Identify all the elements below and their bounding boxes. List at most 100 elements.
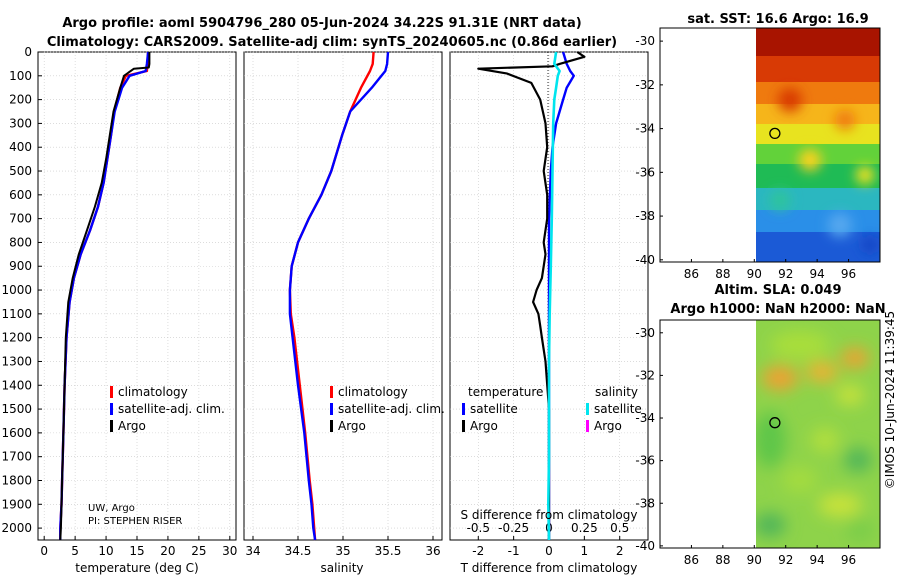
lat-tick-label: -36	[635, 454, 655, 468]
legend-climatology-swatch	[110, 386, 113, 398]
imos-timestamp: ©IMOS 10-Jun-2024 11:39:45	[883, 311, 897, 489]
legend-argo-swatch-s	[330, 420, 333, 432]
lat-tick-label: -34	[635, 411, 655, 425]
legend-satellite-adj-s: satellite-adj. clim.	[338, 402, 445, 416]
legend-t-satellite: satellite	[470, 402, 518, 416]
s-diff-tick-label: 0.25	[571, 521, 598, 535]
legend-s-argo-swatch	[586, 420, 589, 432]
x-tick-label: 0	[40, 544, 48, 558]
depth-tick-label: 1500	[1, 402, 32, 416]
credit-institution: UW, Argo	[88, 503, 135, 514]
legend-argo: Argo	[118, 419, 146, 433]
lon-tick-label: 86	[684, 267, 699, 281]
x-tick-label: 10	[98, 544, 113, 558]
lon-tick-label: 94	[810, 553, 825, 567]
x-tick-label: 25	[191, 544, 206, 558]
legend-climatology-s: climatology	[338, 385, 408, 399]
x-tick-label: 20	[160, 544, 175, 558]
legend-t-argo-swatch	[462, 420, 465, 432]
lon-tick-label: 90	[747, 553, 762, 567]
lon-tick-label: 90	[747, 267, 762, 281]
lon-tick-label: 92	[778, 553, 793, 567]
legend-argo-s: Argo	[338, 419, 366, 433]
x-tick-label: 36	[425, 544, 440, 558]
depth-tick-label: 200	[9, 93, 32, 107]
depth-tick-label: 500	[9, 164, 32, 178]
x-tick-label: 5	[71, 544, 79, 558]
depth-tick-label: 400	[9, 140, 32, 154]
legend-t-satellite-swatch	[462, 403, 465, 415]
lon-tick-label: 92	[778, 267, 793, 281]
depth-tick-label: 600	[9, 188, 32, 202]
legend-argo-swatch	[110, 420, 113, 432]
x-tick-label: 15	[129, 544, 144, 558]
sla-map: Altim. SLA: 0.049 Argo h1000: NaN h2000:…	[635, 283, 885, 567]
x-tick-label: 35.5	[375, 544, 402, 558]
lat-tick-label: -38	[635, 209, 655, 223]
sst-argo-float-marker	[769, 127, 781, 140]
legend-climatology-swatch-s	[330, 386, 333, 398]
legend-satellite-swatch-s	[330, 403, 333, 415]
lat-tick-label: -32	[635, 368, 655, 382]
depth-tick-label: 1200	[1, 331, 32, 345]
lat-tick-label: -38	[635, 496, 655, 510]
lat-tick-label: -32	[635, 78, 655, 92]
difference-panel: -2 -1 0 1 2-0.5 -0.25 0 0.25 0.5 S difference fr…	[449, 51, 649, 575]
salinity-panel: 34 34.5 35 35.5 36 salinity climatology sate…	[243, 51, 445, 575]
lon-tick-label: 94	[810, 267, 825, 281]
depth-tick-label: 1700	[1, 450, 32, 464]
s-diff-tick-label: -0.25	[498, 521, 529, 535]
depth-tick-label: 2000	[1, 521, 32, 535]
series-line	[288, 51, 390, 541]
legend-t-argo: Argo	[470, 419, 498, 433]
depth-tick-label: 100	[9, 69, 32, 83]
legend-s-argo: Argo	[594, 419, 622, 433]
lon-tick-label: 96	[841, 553, 856, 567]
figure-title-line1: Argo profile: aoml 5904796_280 05-Jun-20…	[62, 16, 581, 31]
lat-tick-label: -30	[635, 34, 655, 48]
depth-tick-label: 0	[24, 45, 32, 59]
depth-tick-label: 1000	[1, 283, 32, 297]
legend-temperature-title: temperature	[468, 385, 543, 399]
temperature-diff-xlabel: T difference from climatology	[460, 561, 638, 575]
temperature-xlabel: temperature (deg C)	[75, 561, 198, 575]
depth-tick-label: 800	[9, 235, 32, 249]
x-tick-label: -2	[472, 544, 484, 558]
x-tick-label: 30	[222, 544, 237, 558]
sst-map-title: sat. SST: 16.6 Argo: 16.9	[687, 12, 868, 27]
x-tick-label: 35	[335, 544, 350, 558]
depth-tick-label: 1300	[1, 354, 32, 368]
depth-tick-label: 300	[9, 116, 32, 130]
legend-s-satellite: satellite	[594, 402, 642, 416]
depth-tick-label: 1800	[1, 473, 32, 487]
s-diff-tick-label: 0.5	[610, 521, 629, 535]
legend-salinity-title: salinity	[595, 385, 638, 399]
lat-tick-label: -40	[635, 253, 655, 267]
lon-tick-label: 88	[715, 267, 730, 281]
x-tick-label: 1	[581, 544, 589, 558]
sla-field	[756, 320, 880, 548]
salinity-diff-xlabel: S difference from climatology	[461, 508, 638, 522]
sst-field	[756, 28, 880, 262]
legend-satellite-swatch	[110, 403, 113, 415]
legend-satellite-adj: satellite-adj. clim.	[118, 402, 225, 416]
series-line	[59, 52, 151, 541]
lat-tick-label: -36	[635, 165, 655, 179]
lat-tick-label: -30	[635, 326, 655, 340]
depth-tick-label: 700	[9, 212, 32, 226]
depth-tick-label: 1900	[1, 497, 32, 511]
credit-pi: PI: STEPHEN RISER	[88, 516, 182, 527]
x-tick-label: 34	[245, 544, 260, 558]
lon-tick-label: 96	[841, 267, 856, 281]
x-tick-label: -1	[508, 544, 520, 558]
depth-tick-label: 1100	[1, 307, 32, 321]
salinity-xlabel: salinity	[320, 561, 363, 575]
legend-s-satellite-swatch	[586, 403, 589, 415]
lat-tick-label: -40	[635, 539, 655, 553]
sla-map-title2: Argo h1000: NaN h2000: NaN	[670, 302, 885, 317]
s-diff-tick-label: -0.5	[467, 521, 490, 535]
sla-argo-float-marker	[769, 417, 781, 429]
sla-map-title1: Altim. SLA: 0.049	[715, 283, 842, 298]
series-line	[477, 51, 586, 540]
legend-climatology: climatology	[118, 385, 188, 399]
